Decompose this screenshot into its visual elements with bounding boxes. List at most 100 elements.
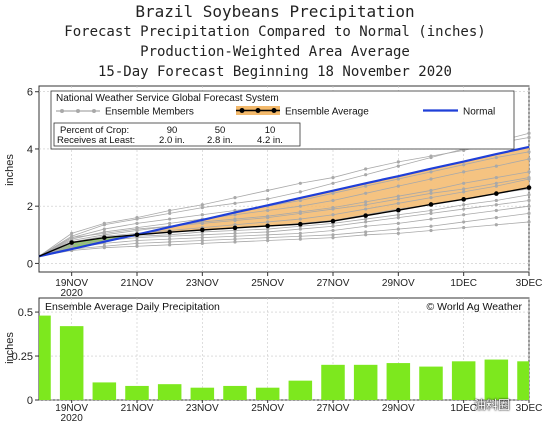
member-point-7-11 xyxy=(396,216,400,220)
member-point-10-5 xyxy=(200,203,204,207)
member-point-10-12 xyxy=(429,154,433,158)
member-point-6-7 xyxy=(266,227,270,231)
daily-title: Ensemble Average Daily Precipitation xyxy=(45,301,220,313)
member-point-4-6 xyxy=(233,223,237,227)
member-point-4-13 xyxy=(462,190,466,194)
member-point-8-11 xyxy=(396,221,400,225)
daily-bar-5 xyxy=(190,387,215,400)
member-point-9-14 xyxy=(494,216,498,220)
member-point-7-12 xyxy=(429,211,433,215)
member-point-1-10 xyxy=(364,184,368,188)
member-point-11-3 xyxy=(135,227,139,231)
daily-bars xyxy=(39,315,529,400)
ensemble-average-point-4 xyxy=(167,229,172,235)
member-point-1-15 xyxy=(527,150,531,154)
member-line-12 xyxy=(38,221,530,257)
ensemble-average-point-14 xyxy=(494,191,499,196)
member-point-8-7 xyxy=(266,233,270,237)
member-point-10-10 xyxy=(364,167,368,171)
member-point-8-3 xyxy=(135,238,139,243)
member-point-12-14 xyxy=(494,223,498,227)
member-point-10-4 xyxy=(168,208,172,213)
member-point-3-11 xyxy=(396,194,400,198)
ensemble-average-point-5 xyxy=(200,227,205,233)
member-point-9-15 xyxy=(527,211,531,215)
member-point-11-12 xyxy=(429,191,433,195)
daily-xtick-label-4: 27NOV xyxy=(317,403,350,414)
member-point-4-12 xyxy=(429,196,433,200)
member-point-8-13 xyxy=(462,213,466,217)
crop-10: 10 xyxy=(265,125,276,136)
member-point-11-14 xyxy=(494,181,498,185)
member-point-8-10 xyxy=(364,224,368,228)
daily-bar-15 xyxy=(517,361,529,400)
daily-bar-3 xyxy=(125,385,149,400)
member-point-8-14 xyxy=(494,208,498,213)
member-point-0-5 xyxy=(200,206,204,210)
member-point-2-9 xyxy=(331,198,335,203)
member-point-11-5 xyxy=(200,221,204,225)
member-point-0-7 xyxy=(266,197,270,201)
member-point-4-14 xyxy=(494,184,498,188)
member-point-8-9 xyxy=(331,228,335,233)
member-point-9-5 xyxy=(200,238,204,243)
member-point-3-12 xyxy=(429,188,433,193)
member-line-3 xyxy=(38,171,530,257)
member-point-12-2 xyxy=(102,246,106,250)
member-line-1 xyxy=(38,151,530,257)
member-point-9-12 xyxy=(429,224,433,228)
member-point-10-15 xyxy=(527,135,531,140)
forecast-xtick-label-6: 1DEC xyxy=(450,278,477,289)
member-point-4-7 xyxy=(266,220,270,224)
legend-average: Ensemble Average xyxy=(236,106,369,118)
chart-subtitle-1: Forecast Precipitation Compared to Norma… xyxy=(64,24,486,40)
member-point-6-13 xyxy=(462,203,466,207)
member-point-6-11 xyxy=(396,213,400,217)
crop-90: 90 xyxy=(167,125,178,136)
member-point-0-10 xyxy=(364,173,368,177)
member-point-10-6 xyxy=(233,196,237,200)
member-point-8-5 xyxy=(200,236,204,240)
member-point-12-12 xyxy=(429,228,433,233)
forecast-legend: National Weather Service Global Forecast… xyxy=(50,90,515,150)
member-point-6-10 xyxy=(364,217,368,221)
member-point-10-7 xyxy=(266,188,270,193)
member-point-4-9 xyxy=(331,213,335,217)
member-line-10 xyxy=(38,137,530,257)
member-point-1-12 xyxy=(429,170,433,174)
member-point-11-15 xyxy=(527,175,531,180)
recv-90: 2.0 in. xyxy=(159,135,185,146)
legend-members: Ensemble Members xyxy=(56,107,194,118)
member-point-7-15 xyxy=(527,198,531,203)
member-point-12-11 xyxy=(396,231,400,235)
daily-bar-9 xyxy=(321,364,345,400)
member-point-2-15 xyxy=(527,157,531,161)
member-point-10-9 xyxy=(331,175,335,180)
daily-ytick-label-2: 0.5 xyxy=(18,307,33,319)
member-point-12-9 xyxy=(331,236,335,240)
daily-plot-frame xyxy=(38,297,530,401)
member-point-11-7 xyxy=(266,216,270,220)
ensemble-average-point-10 xyxy=(363,213,368,218)
ensemble-average-point-12 xyxy=(428,202,434,207)
member-point-11-6 xyxy=(233,218,237,223)
legend-members-label: Ensemble Members xyxy=(105,107,194,118)
forecast-xtick-label-2: 23NOV xyxy=(186,278,219,289)
member-point-9-9 xyxy=(331,233,335,237)
member-point-2-6 xyxy=(233,213,237,217)
forecast-xtick-sub-0: 2020 xyxy=(61,288,84,299)
ensemble-average-point-6 xyxy=(232,225,238,231)
member-point-9-8 xyxy=(298,234,302,238)
member-point-1-4 xyxy=(168,217,172,221)
daily-axes: 0 0.25 0.5 xyxy=(12,307,39,407)
member-point-2-12 xyxy=(429,177,433,181)
legend-header: National Weather Service Global Forecast… xyxy=(56,93,279,104)
forecast-ytick-label-2: 4 xyxy=(27,144,33,156)
ensemble-average-point-13 xyxy=(461,197,466,202)
member-point-10-3 xyxy=(135,216,139,220)
legend-average-label: Ensemble Average xyxy=(285,107,369,118)
member-point-9-4 xyxy=(168,240,172,244)
member-point-12-5 xyxy=(200,241,204,245)
